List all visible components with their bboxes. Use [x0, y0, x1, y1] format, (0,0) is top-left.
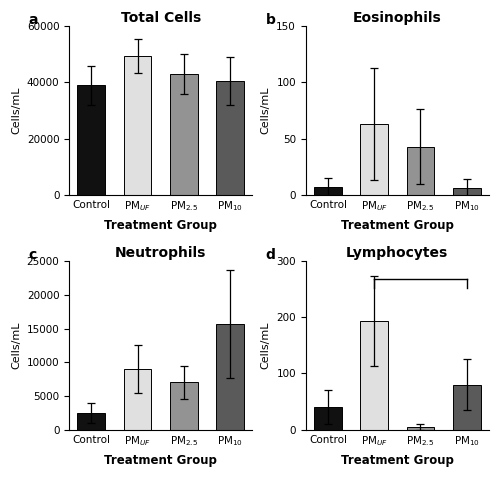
X-axis label: Treatment Group: Treatment Group	[341, 454, 454, 467]
Text: d: d	[266, 248, 276, 261]
X-axis label: Treatment Group: Treatment Group	[104, 454, 217, 467]
Bar	[314, 407, 342, 430]
Text: a: a	[29, 13, 38, 27]
Bar	[453, 188, 480, 195]
X-axis label: Treatment Group: Treatment Group	[341, 219, 454, 232]
Bar	[406, 147, 434, 195]
Bar	[314, 187, 342, 195]
X-axis label: Treatment Group: Treatment Group	[104, 219, 217, 232]
Bar	[170, 382, 198, 430]
Bar	[124, 369, 152, 430]
Y-axis label: Cells/mL: Cells/mL	[261, 322, 271, 369]
Bar	[216, 81, 244, 195]
Y-axis label: Cells/mL: Cells/mL	[260, 87, 270, 134]
Bar	[78, 413, 105, 430]
Text: c: c	[29, 248, 37, 261]
Text: b: b	[266, 13, 276, 27]
Bar	[78, 85, 105, 195]
Bar	[360, 321, 388, 430]
Bar	[124, 56, 152, 195]
Title: Lymphocytes: Lymphocytes	[346, 246, 448, 260]
Bar	[216, 324, 244, 430]
Y-axis label: Cells/mL: Cells/mL	[11, 87, 21, 134]
Bar	[170, 74, 198, 195]
Bar	[453, 385, 480, 430]
Bar	[360, 124, 388, 195]
Title: Eosinophils: Eosinophils	[353, 11, 442, 25]
Y-axis label: Cells/mL: Cells/mL	[11, 322, 21, 369]
Title: Neutrophils: Neutrophils	[115, 246, 206, 260]
Bar	[406, 427, 434, 430]
Title: Total Cells: Total Cells	[120, 11, 201, 25]
